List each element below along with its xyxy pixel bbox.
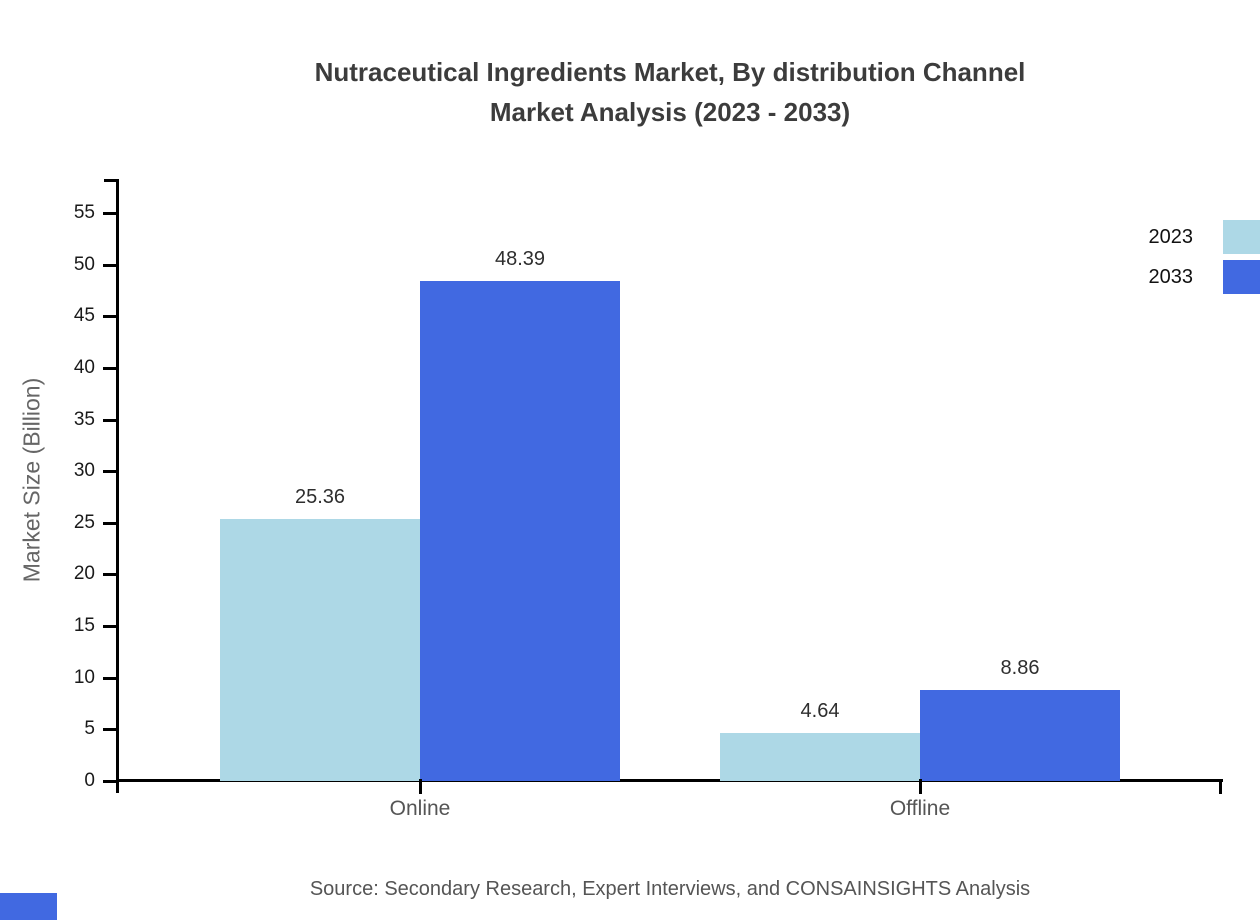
y-tick-label: 30 [73,460,95,482]
bar-online-2033 [420,281,620,781]
y-tick-label: 50 [73,253,95,275]
y-tick [103,212,117,215]
bar-value-label: 8.86 [1000,656,1040,679]
bar-offline-2023 [720,733,920,781]
category-label-offline: Offline [889,797,951,820]
y-tick [103,263,117,267]
y-tick-label: 20 [73,563,95,585]
y-tick-label: 45 [73,305,95,327]
y-tick [103,315,117,319]
legend-swatch [1223,220,1260,254]
legend-label: 2023 [1148,225,1194,248]
bar-value-label: 25.36 [294,486,346,509]
y-tick [103,366,117,370]
y-tick-label: 40 [73,356,95,378]
chart-title-line2: Market Analysis (2023 - 2033) [489,97,851,127]
y-tick-label: 15 [73,615,95,637]
bar-online-2023 [220,519,420,781]
category-label-online: Online [389,797,451,820]
x-tick [919,779,922,794]
x-axis-line [116,779,1223,782]
y-tick [103,521,117,525]
x-axis-end-tick [1219,779,1222,794]
y-tick-label: 10 [73,666,95,688]
y-tick [103,780,117,783]
bar-value-label: 48.39 [494,248,546,271]
bar-offline-2033 [920,689,1120,781]
legend-label: 2033 [1148,265,1194,288]
y-tick-label: 35 [73,408,95,430]
y-tick-label: 25 [73,511,95,533]
legend-item-2033: 2033 [1149,260,1260,294]
source-note: Source: Secondary Research, Expert Inter… [309,878,1031,900]
x-tick [419,779,422,794]
brand-logo-square [0,893,57,920]
y-tick [103,573,117,577]
legend-item-2023: 2023 [1149,220,1260,254]
y-tick [103,625,117,629]
y-tick [103,676,117,680]
y-tick [103,728,117,732]
legend: 2023 2033 [1149,220,1260,300]
y-axis-top-cap [104,179,117,182]
legend-swatch [1223,260,1260,294]
y-axis-line [116,179,119,793]
y-tick-label: 55 [73,202,95,223]
y-tick-label: 0 [84,770,95,791]
y-tick [103,418,117,422]
chart-title: Nutraceutical Ingredients Market, By dis… [80,52,1260,132]
chart-title-line1: Nutraceutical Ingredients Market, By dis… [314,57,1026,87]
y-tick-label: 5 [84,718,95,740]
y-tick [103,470,117,474]
bar-value-label: 4.64 [800,700,840,723]
